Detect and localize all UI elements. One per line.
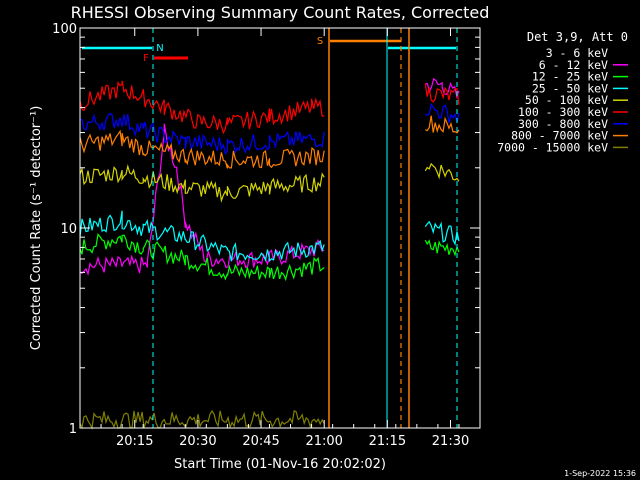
series-line-7-segment-1 — [425, 115, 460, 134]
legend-label-7: 800 - 7000 keV — [511, 129, 608, 143]
legend-label-6: 300 - 800 keV — [518, 117, 608, 131]
x-axis-label: Start Time (01-Nov-16 20:02:02) — [174, 457, 386, 472]
series-line-6-segment-0 — [79, 112, 325, 156]
series-line-7-segment-0 — [79, 129, 325, 169]
chart-title: RHESSI Observing Summary Count Rates, Co… — [71, 3, 490, 22]
series-line-6-segment-1 — [425, 103, 460, 124]
series-line-4-segment-1 — [424, 162, 460, 182]
series-line-2-segment-0 — [79, 233, 325, 282]
axis-ticks: 20:15 20:30 20:45 21:00 21:15 21:30 1 10 100 — [52, 22, 481, 449]
x-tick-label-1: 20:30 — [179, 434, 216, 449]
legend-label-8: 7000 - 15000 keV — [497, 140, 608, 154]
plot-marks: NF S — [79, 28, 460, 430]
annotation-s: S — [317, 36, 323, 47]
series-line-5-segment-0 — [79, 80, 325, 135]
series-line-4-segment-0 — [79, 163, 325, 203]
legend-header: Det 3,9, Att 0 — [527, 30, 628, 44]
series-line-3-segment-1 — [424, 220, 460, 246]
x-tick-label-3: 21:00 — [305, 434, 342, 449]
legend-label-0: 3 - 6 keV — [546, 46, 608, 60]
y-tick-label-1: 10 — [60, 222, 77, 237]
y-tick-label-2: 100 — [52, 22, 77, 37]
series-line-0-segment-0 — [79, 94, 325, 144]
x-tick-label-4: 21:15 — [369, 434, 406, 449]
x-tick-label-0: 20:15 — [116, 434, 153, 449]
x-tick-label-2: 20:45 — [242, 434, 279, 449]
series-line-8-segment-0 — [79, 409, 325, 430]
x-tick-label-5: 21:30 — [432, 434, 469, 449]
y-axis-label: Corrected Count Rate (s⁻¹ detector⁻¹) — [29, 106, 44, 351]
legend-label-1: 6 - 12 keV — [539, 58, 608, 72]
annotation-f: F — [143, 53, 149, 64]
legend-label-3: 25 - 50 keV — [532, 81, 608, 95]
legend-label-5: 100 - 300 keV — [518, 105, 608, 119]
series-line-3-segment-0 — [79, 210, 325, 263]
annotation-n: N — [156, 43, 163, 54]
legend-label-2: 12 - 25 keV — [532, 70, 608, 84]
y-tick-label-0: 1 — [69, 422, 77, 437]
series-line-1-segment-1 — [425, 77, 460, 99]
series-line-2-segment-1 — [424, 239, 460, 257]
legend-label-4: 50 - 100 keV — [525, 93, 608, 107]
series-line-5-segment-1 — [424, 83, 460, 105]
date-stamp: 1-Sep-2022 15:36 — [564, 469, 636, 478]
